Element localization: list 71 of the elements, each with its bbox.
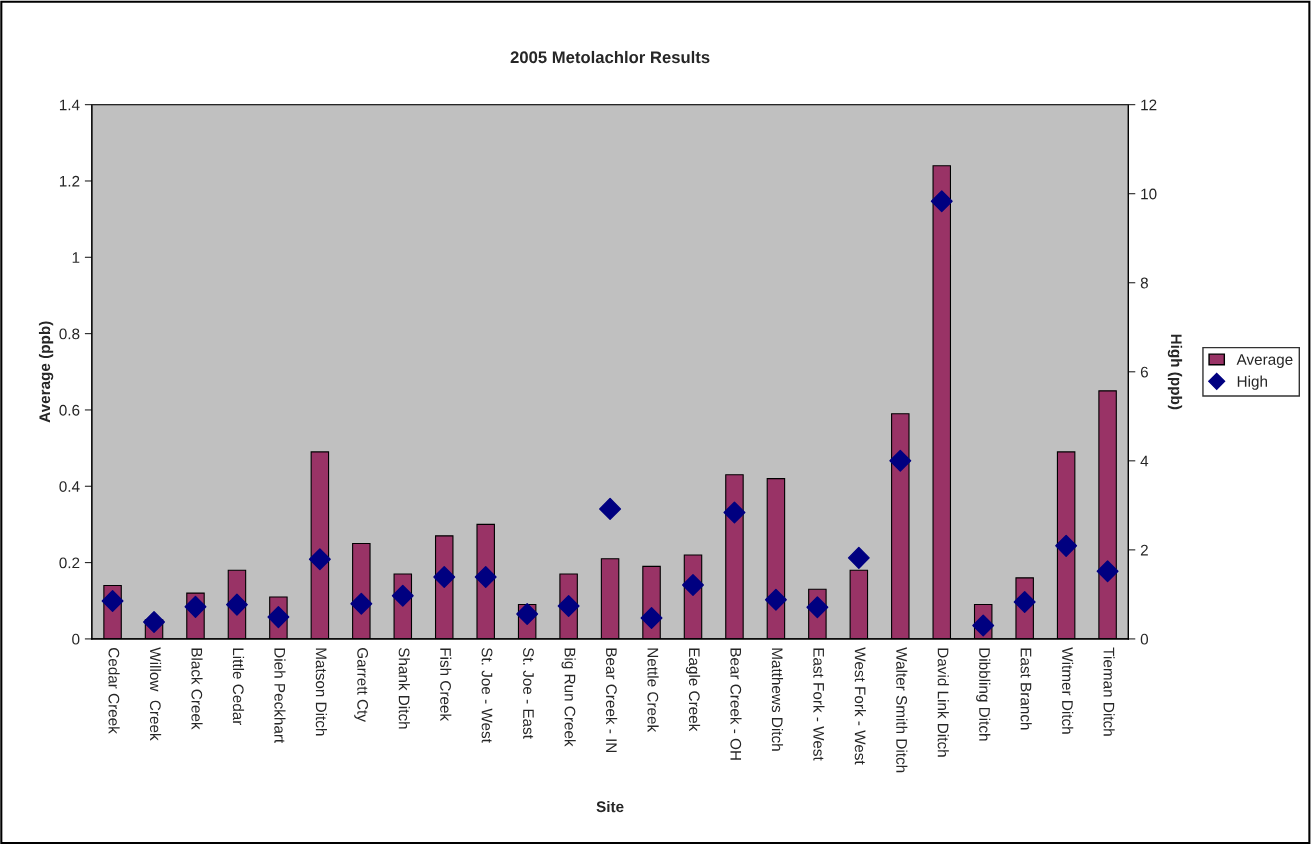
y-tick-label: 0.4 bbox=[59, 481, 80, 492]
y-tick-label: 0 bbox=[72, 633, 80, 645]
y2-tick-label: 0 bbox=[1140, 633, 1149, 645]
point bbox=[391, 584, 414, 607]
point bbox=[184, 595, 207, 618]
y2-axis-title: High (ppb) bbox=[1167, 334, 1183, 410]
x-tick-label: Tieman Ditch bbox=[1103, 647, 1115, 736]
x-tick-label: Bear Creek - OH bbox=[730, 648, 742, 760]
point bbox=[972, 614, 995, 637]
y2-tick-label: 8 bbox=[1140, 277, 1148, 289]
x-tick-label: Cedar Creek bbox=[108, 648, 120, 734]
point bbox=[143, 610, 166, 633]
chart-title: 2005 Metolachlor Results bbox=[510, 50, 710, 64]
x-tick-label: Big Run Creek bbox=[561, 648, 576, 747]
y2-tick-label: 6 bbox=[1140, 366, 1148, 378]
point bbox=[433, 566, 456, 589]
y-tick-label: 1 bbox=[72, 252, 80, 263]
y-tick-label: 0.8 bbox=[59, 328, 80, 340]
y2-tick-label: 10 bbox=[1141, 188, 1157, 200]
x-tick-label: Matson Ditch bbox=[315, 648, 327, 736]
x-tick-label: Bear Creek - IN bbox=[605, 648, 618, 753]
legend-label: Average bbox=[1236, 354, 1293, 368]
y2-tick-label: 12 bbox=[1141, 99, 1157, 111]
x-tick-label: St. Joe - West bbox=[481, 647, 493, 743]
x-tick-label: David Link Ditch bbox=[937, 648, 949, 757]
point bbox=[474, 566, 497, 589]
point bbox=[640, 606, 663, 629]
x-tick-label: East Fork - West bbox=[813, 648, 825, 761]
legend-label: High bbox=[1237, 375, 1267, 390]
x-axis-title: Site bbox=[596, 800, 624, 813]
x-tick-label: Little Cedar bbox=[232, 648, 245, 726]
point bbox=[516, 602, 539, 625]
point bbox=[682, 574, 704, 597]
point bbox=[350, 592, 373, 615]
y-tick-label: 1.4 bbox=[59, 99, 80, 111]
x-tick-label: Shank Ditch bbox=[398, 647, 410, 729]
x-tick-label: Matthews Ditch bbox=[771, 648, 784, 751]
x-tick-label: Dieh Peckhart bbox=[274, 648, 286, 744]
x-tick-label: East Branch bbox=[1020, 648, 1032, 730]
y-axis-title: Average (ppb) bbox=[38, 321, 54, 423]
x-tick-label: Eagle Creek bbox=[685, 648, 701, 732]
point bbox=[1055, 534, 1078, 557]
point bbox=[847, 546, 870, 569]
point bbox=[599, 497, 622, 520]
x-tick-label: Willow Creek bbox=[149, 647, 162, 741]
y-tick-label: 0.2 bbox=[59, 557, 80, 569]
x-tick-label: Witmer Ditch bbox=[1062, 647, 1074, 734]
y-tick-label: 0.6 bbox=[59, 404, 80, 416]
point bbox=[225, 593, 248, 616]
x-tick-label: St. Joe - East bbox=[523, 647, 534, 739]
point bbox=[267, 606, 290, 629]
point bbox=[889, 449, 912, 472]
y-tick-label: 1.2 bbox=[59, 175, 80, 187]
y2-tick-label: 2 bbox=[1140, 544, 1148, 556]
point bbox=[1013, 590, 1036, 613]
x-tick-label: Nettle Creek bbox=[647, 648, 659, 733]
x-tick-label: Dibbling Ditch bbox=[976, 648, 991, 741]
x-tick-label: Garrett Cty bbox=[354, 648, 369, 722]
x-tick-label: Fish Creek bbox=[440, 648, 452, 722]
point bbox=[101, 590, 124, 613]
point bbox=[764, 588, 787, 611]
x-tick-label: Black Creek bbox=[191, 648, 203, 730]
point bbox=[930, 190, 953, 213]
point bbox=[1096, 560, 1119, 583]
y2-tick-label: 4 bbox=[1140, 455, 1149, 467]
x-tick-label: West Fork - West bbox=[854, 647, 866, 765]
point bbox=[723, 501, 746, 524]
point bbox=[308, 548, 331, 571]
point bbox=[557, 594, 580, 617]
point bbox=[806, 596, 829, 619]
x-tick-label: Walter Smith Ditch bbox=[896, 647, 908, 773]
